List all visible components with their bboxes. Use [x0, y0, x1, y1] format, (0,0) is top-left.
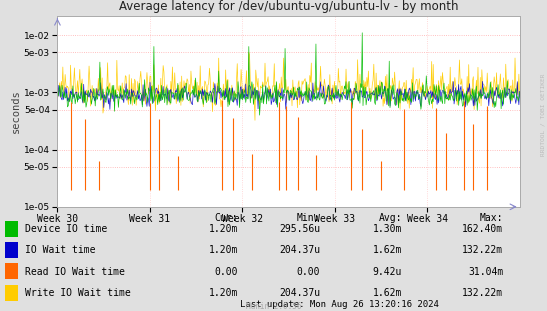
- Text: 132.22m: 132.22m: [462, 245, 503, 255]
- FancyBboxPatch shape: [5, 221, 18, 237]
- Text: 1.20m: 1.20m: [208, 224, 238, 234]
- Text: 1.20m: 1.20m: [208, 245, 238, 255]
- Text: 1.62m: 1.62m: [373, 288, 402, 298]
- Text: IO Wait time: IO Wait time: [25, 245, 95, 255]
- Text: RRDTOOL / TOBI OETIKER: RRDTOOL / TOBI OETIKER: [541, 74, 546, 156]
- Text: Write IO Wait time: Write IO Wait time: [25, 288, 130, 298]
- Text: 204.37u: 204.37u: [279, 288, 320, 298]
- Text: 0.00: 0.00: [296, 267, 320, 276]
- Text: 0.00: 0.00: [214, 267, 238, 276]
- Text: 132.22m: 132.22m: [462, 288, 503, 298]
- Text: 1.20m: 1.20m: [208, 288, 238, 298]
- Text: 295.56u: 295.56u: [279, 224, 320, 234]
- Text: 1.30m: 1.30m: [373, 224, 402, 234]
- FancyBboxPatch shape: [5, 242, 18, 258]
- Text: 162.40m: 162.40m: [462, 224, 503, 234]
- Text: Avg:: Avg:: [379, 213, 402, 223]
- Text: Munin 2.0.56: Munin 2.0.56: [246, 302, 301, 311]
- Text: Max:: Max:: [480, 213, 503, 223]
- Text: 9.42u: 9.42u: [373, 267, 402, 276]
- FancyBboxPatch shape: [5, 285, 18, 301]
- Text: 204.37u: 204.37u: [279, 245, 320, 255]
- Text: Last update: Mon Aug 26 13:20:16 2024: Last update: Mon Aug 26 13:20:16 2024: [240, 300, 439, 309]
- Title: Average latency for /dev/ubuntu-vg/ubuntu-lv - by month: Average latency for /dev/ubuntu-vg/ubunt…: [119, 0, 458, 13]
- FancyBboxPatch shape: [5, 263, 18, 280]
- Y-axis label: seconds: seconds: [11, 89, 21, 133]
- Text: 1.62m: 1.62m: [373, 245, 402, 255]
- Text: Min:: Min:: [296, 213, 320, 223]
- Text: Cur:: Cur:: [214, 213, 238, 223]
- Text: Device IO time: Device IO time: [25, 224, 107, 234]
- Text: Read IO Wait time: Read IO Wait time: [25, 267, 125, 276]
- Text: 31.04m: 31.04m: [468, 267, 503, 276]
